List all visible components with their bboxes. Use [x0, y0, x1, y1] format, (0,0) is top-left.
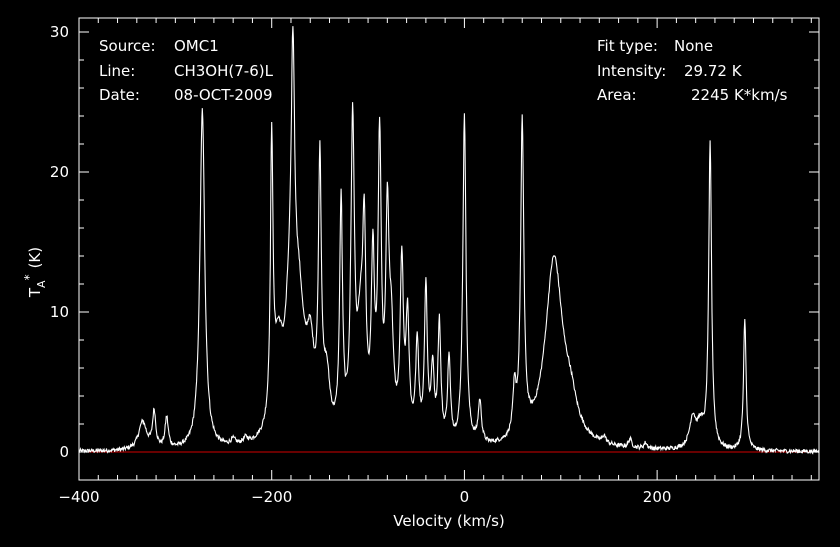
line-label: Line:: [99, 62, 135, 80]
intensity-label: Intensity:: [597, 62, 666, 80]
axis-ticks: −400 −200 0 200 0 10 20 30: [50, 18, 819, 506]
line-value: CH3OH(7-6)L: [174, 62, 274, 80]
intensity-value: 29.72 K: [684, 62, 743, 80]
info-left: Source: OMC1 Line: CH3OH(7-6)L Date: 08-…: [99, 37, 274, 104]
y-tick-label: 10: [50, 303, 69, 321]
y-axis-label-sub: A: [35, 280, 48, 288]
fit-type-value: None: [674, 37, 713, 55]
source-value: OMC1: [174, 37, 219, 55]
plot-frame: [78, 17, 820, 481]
x-tick-label: −200: [251, 488, 292, 506]
x-tick-label: 0: [460, 488, 470, 506]
area-value: 2245 K*km/s: [691, 86, 788, 104]
fit-type-label: Fit type:: [597, 37, 658, 55]
area-label: Area:: [597, 86, 637, 104]
y-tick-label: 20: [50, 163, 69, 181]
y-axis-label: TA* (K): [22, 247, 48, 298]
x-axis-label: Velocity (km/s): [393, 512, 504, 530]
x-tick-label: 200: [643, 488, 672, 506]
y-tick-label: 30: [50, 23, 69, 41]
spectrum-trace: [78, 26, 820, 455]
y-tick-label: 0: [59, 443, 69, 461]
source-label: Source:: [99, 37, 156, 55]
x-tick-label: −400: [58, 488, 99, 506]
y-axis-label-unit: (K): [26, 247, 44, 269]
date-label: Date:: [99, 86, 140, 104]
info-right: Fit type: None Intensity: 29.72 K Area: …: [597, 37, 788, 104]
date-value: 08-OCT-2009: [174, 86, 273, 104]
y-axis-label-t: T: [26, 287, 44, 298]
y-axis-label-sup: *: [22, 274, 36, 280]
